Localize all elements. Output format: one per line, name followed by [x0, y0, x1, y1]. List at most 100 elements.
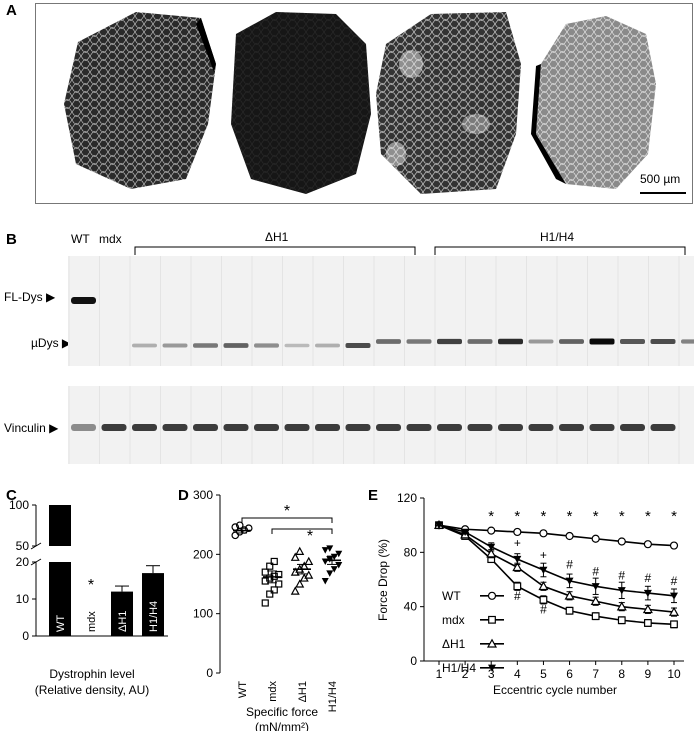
panel-b-label: B	[6, 231, 17, 248]
legend-label: WT	[442, 589, 461, 603]
data-point	[261, 568, 269, 576]
western-blot	[68, 256, 694, 464]
band-vinculin	[254, 424, 279, 431]
row-label-vinculin-text: Vinculin	[4, 421, 46, 435]
y-tick-label: 200	[193, 547, 213, 561]
category-label: WT	[237, 681, 249, 698]
data-point	[512, 562, 523, 572]
y-tick-label: 10	[16, 592, 30, 606]
data-point	[643, 540, 652, 549]
annotation: *	[567, 508, 573, 525]
data-point	[617, 587, 626, 595]
bar	[142, 573, 164, 636]
data-point	[565, 606, 574, 615]
data-point	[275, 580, 283, 588]
data-point	[270, 557, 278, 566]
data-point	[539, 595, 548, 604]
row-label-fl-text: FL-Dys	[4, 290, 43, 304]
x-tick-label: 8	[618, 667, 625, 681]
data-point	[304, 570, 314, 579]
band-micro-dys	[406, 339, 432, 344]
row-label-micro-text: µDys	[31, 336, 59, 350]
y-tick-label: 300	[193, 488, 213, 502]
band-micro-dys	[193, 343, 218, 348]
band-micro-dys	[559, 339, 584, 344]
y-tick-label: 40	[404, 600, 418, 614]
data-point	[617, 537, 626, 546]
blot-upper-strip	[68, 256, 694, 366]
band-micro-dys	[254, 343, 279, 348]
annotation: #	[540, 602, 547, 616]
band-micro-dys	[162, 343, 188, 348]
image-label-mdx: mdx	[229, 12, 252, 26]
data-point	[670, 620, 678, 629]
band-vinculin	[589, 424, 615, 431]
image-label-dh1: ΔH1	[381, 12, 405, 26]
group-label-h1h4: H1/H4	[540, 230, 575, 244]
band-vinculin	[162, 424, 188, 431]
y-tick-label: 0	[22, 629, 29, 643]
category-label: ΔH1	[297, 681, 309, 702]
legend-label: ΔH1	[442, 637, 466, 651]
data-point	[591, 612, 600, 621]
data-point	[326, 570, 334, 577]
data-point	[335, 550, 343, 558]
data-point	[487, 543, 496, 551]
x-tick-label: 6	[566, 667, 573, 681]
band-fl-dys-wt	[71, 297, 96, 304]
category-label: H1/H4	[327, 681, 339, 712]
annotation: *	[619, 508, 625, 525]
annotation: *	[541, 508, 547, 525]
row-label-vinculin: Vinculin ▶	[4, 421, 59, 435]
series-line	[438, 524, 675, 626]
data-point	[295, 579, 305, 588]
data-point	[321, 578, 329, 585]
data-point	[330, 566, 338, 573]
lane-label-wt: WT	[71, 232, 90, 246]
row-label-fl: FL-Dys ▶	[4, 290, 56, 304]
band-micro-dys	[437, 338, 462, 345]
annotation: *	[671, 508, 677, 525]
band-micro-dys	[345, 342, 371, 349]
section-h1h4	[531, 16, 656, 189]
annotation: +	[514, 536, 521, 550]
data-point	[590, 595, 601, 606]
data-point	[513, 527, 522, 537]
data-point	[642, 604, 653, 614]
data-point	[538, 581, 549, 591]
section-mdx	[231, 12, 371, 194]
data-point	[290, 586, 300, 595]
data-point	[335, 562, 343, 569]
band-micro-dys	[284, 343, 310, 348]
x-axis-sublabel: (mN/mm²)	[255, 720, 309, 731]
data-point	[266, 574, 274, 582]
category-label: WT	[55, 615, 67, 632]
annotation: #	[618, 569, 625, 583]
category-label: mdx	[267, 681, 279, 702]
data-point	[565, 531, 574, 541]
y-tick-label: 120	[397, 491, 417, 505]
band-vinculin	[101, 424, 127, 431]
data-point	[643, 589, 652, 598]
x-axis-label: Specific force	[246, 705, 318, 719]
data-point	[539, 566, 548, 574]
data-point	[266, 590, 274, 598]
annotation: *	[488, 508, 494, 525]
data-point	[643, 619, 652, 627]
significance-bracket	[271, 528, 333, 534]
x-tick-label: 5	[540, 667, 547, 681]
row-label-micro: µDys ▶	[31, 336, 72, 350]
annotation: #	[592, 564, 599, 578]
band-micro-dys	[315, 343, 340, 348]
series-triangle-down	[435, 521, 678, 604]
series-line	[438, 524, 675, 597]
band-micro-dys	[650, 338, 676, 345]
band-vinculin	[132, 424, 157, 431]
legend-label: mdx	[442, 613, 465, 627]
band-vinculin	[315, 424, 340, 431]
data-point	[304, 556, 314, 566]
x-tick-label: 2	[462, 667, 469, 681]
category-label: H1/H4	[148, 601, 160, 632]
x-axis-label: Dystrophin level	[49, 667, 134, 681]
band-micro-dys	[528, 339, 554, 344]
